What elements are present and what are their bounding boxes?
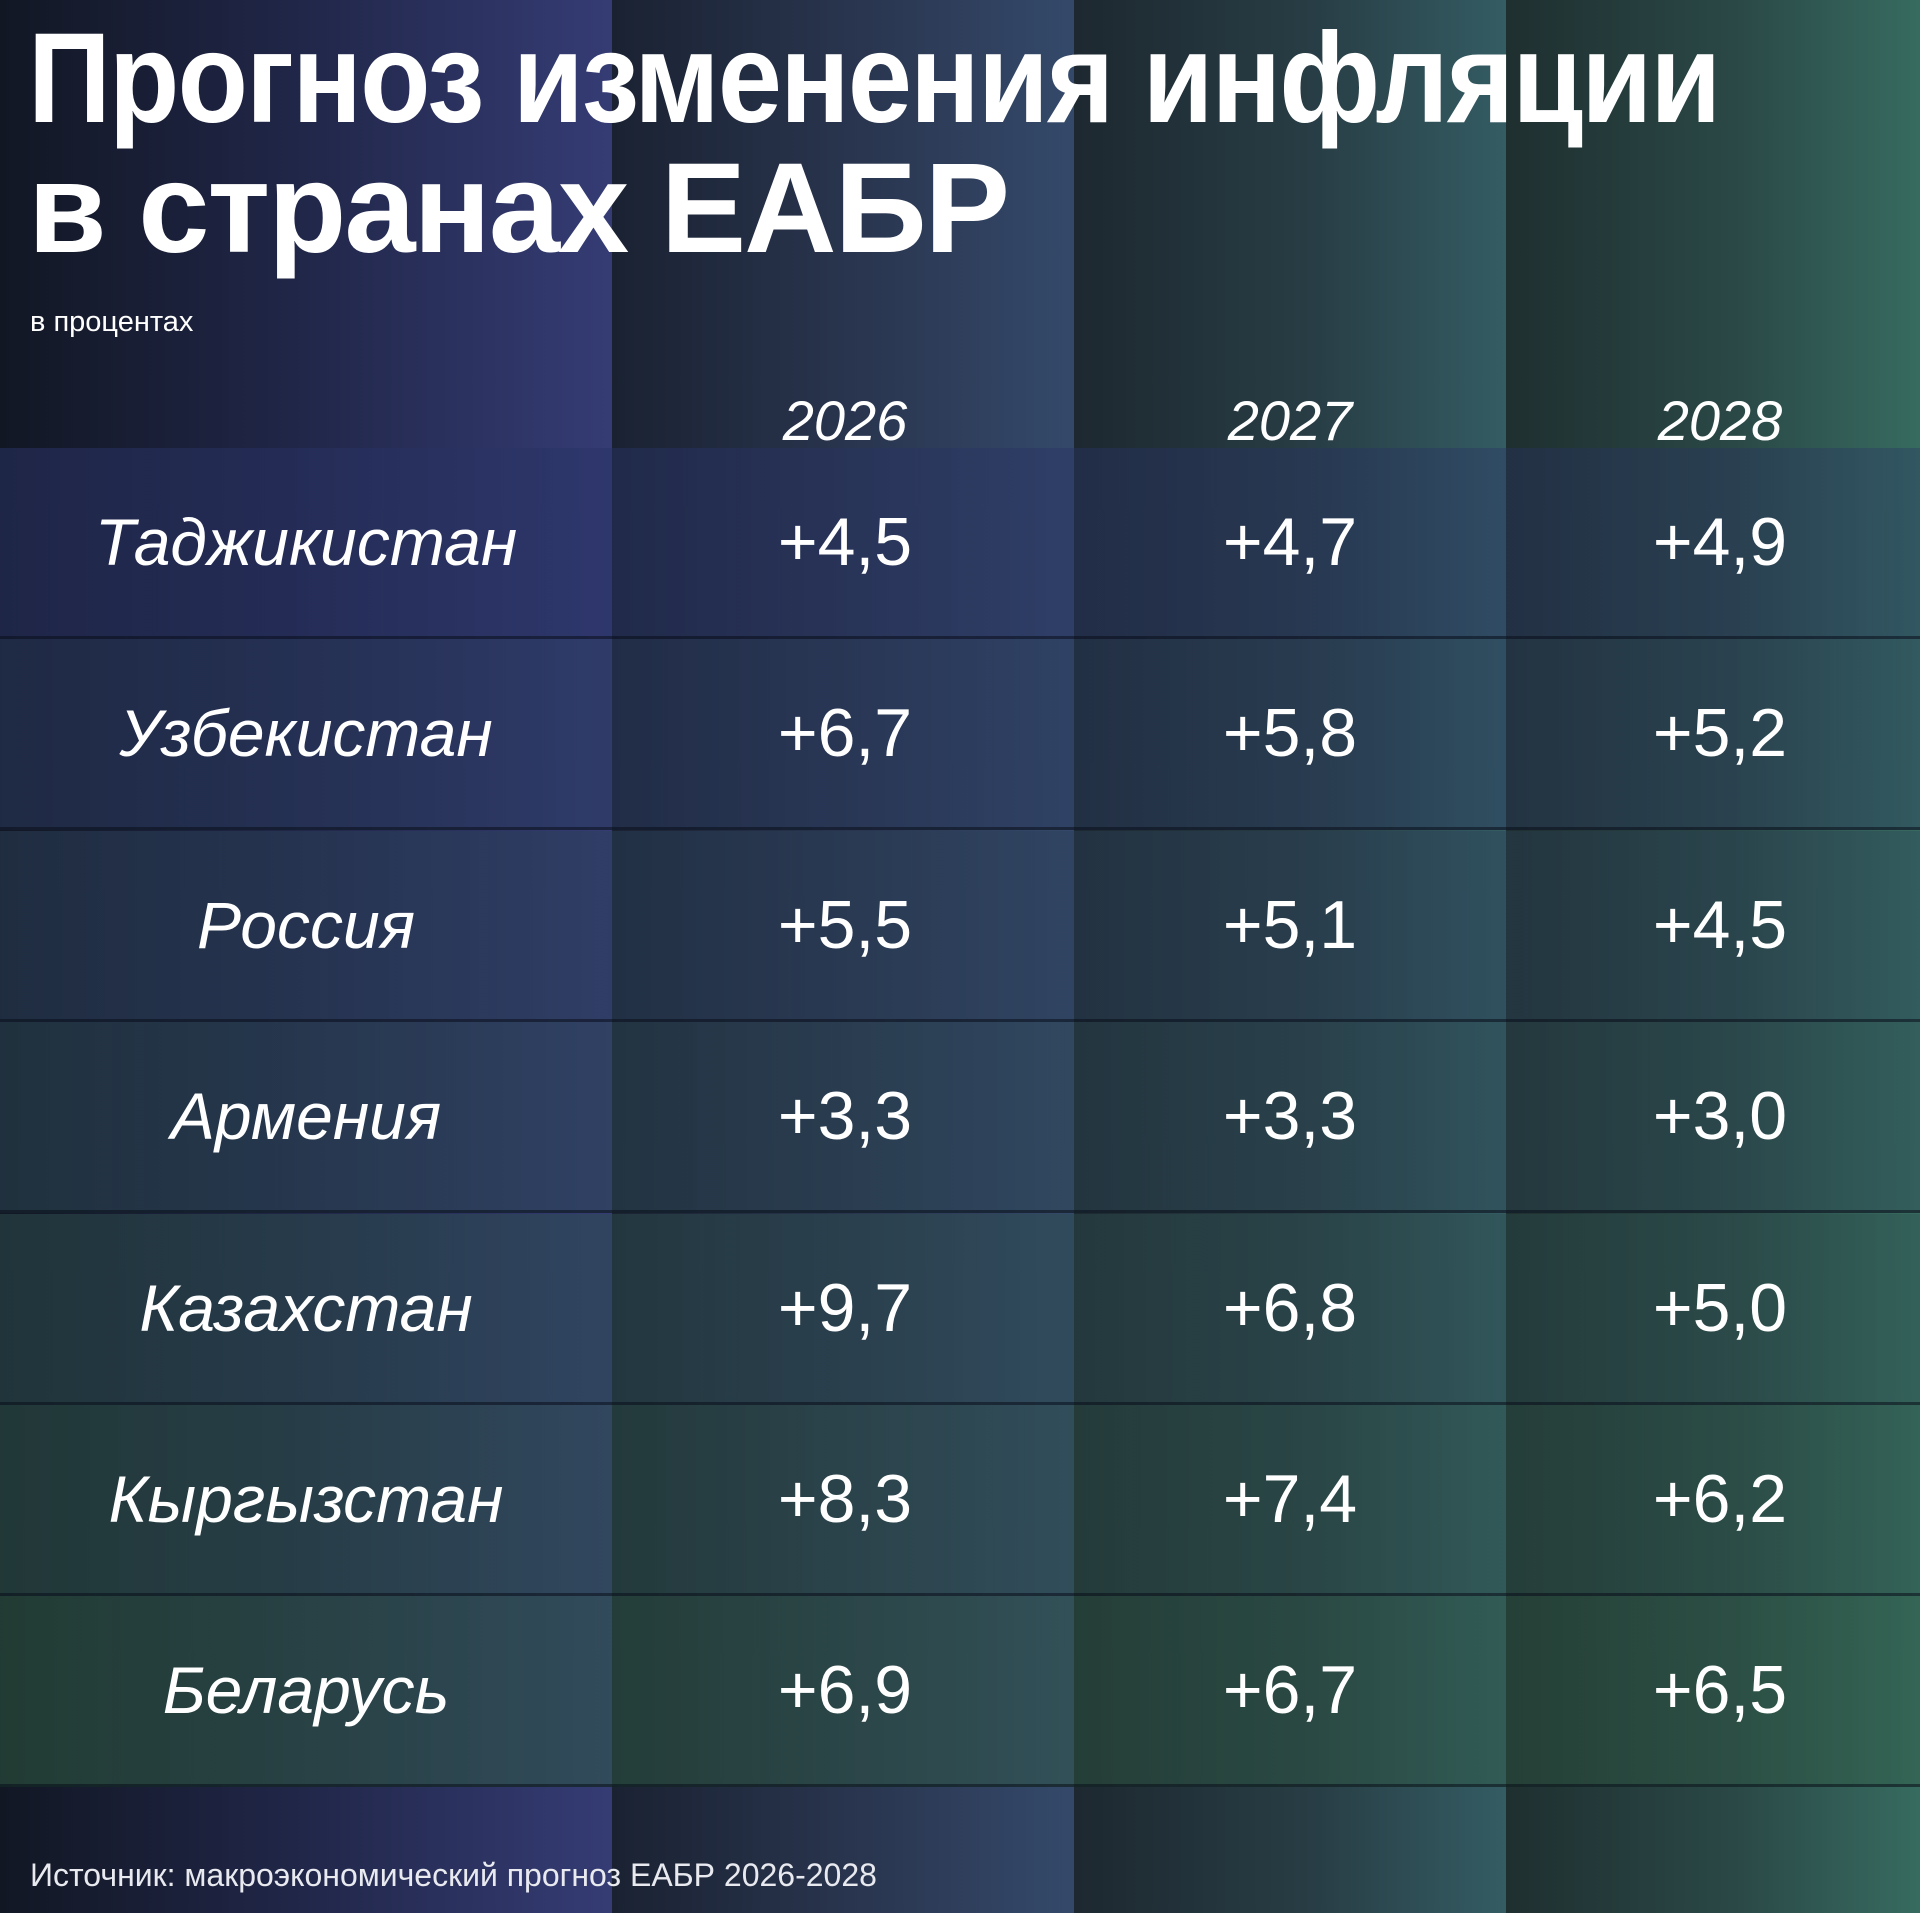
table-row: Беларусь +6,9 +6,7 +6,5 — [0, 1596, 1920, 1788]
value-cell-2026: +9,7 — [777, 1269, 913, 1346]
value-cell-2026: +3,3 — [777, 1078, 913, 1155]
value-cell-2027: +5,1 — [1222, 886, 1358, 963]
value-cell-2026: +4,5 — [777, 504, 913, 580]
value-cell-2027: +4,7 — [1222, 504, 1358, 580]
table-row: Узбекистан +6,7 +5,8 +5,2 — [0, 639, 1920, 831]
table-row: Армения +3,3 +3,3 +3,0 — [0, 1022, 1920, 1214]
country-label: Узбекистан — [119, 696, 493, 771]
title-line-1: Прогноз изменения инфляции — [28, 7, 1721, 150]
column-header-2026: 2026 — [782, 389, 908, 452]
subtitle: в процентах — [30, 306, 194, 338]
country-label: Беларусь — [162, 1653, 450, 1728]
value-cell-2026: +6,7 — [777, 695, 913, 772]
country-label: Таджикистан — [94, 505, 518, 579]
table-row: Россия +5,5 +5,1 +4,5 — [0, 830, 1920, 1022]
value-cell-2027: +5,8 — [1222, 695, 1358, 772]
table-row: Таджикистан +4,5 +4,7 +4,9 — [0, 448, 1920, 639]
source-note: Источник: макроэкономический прогноз ЕАБ… — [30, 1857, 877, 1893]
column-header-2028: 2028 — [1657, 389, 1783, 452]
country-label: Казахстан — [139, 1270, 473, 1345]
table-row: Кыргызстан +8,3 +7,4 +6,2 — [0, 1405, 1920, 1596]
column-header-2027: 2027 — [1227, 389, 1353, 452]
value-cell-2026: +5,5 — [777, 886, 913, 963]
value-cell-2027: +3,3 — [1222, 1078, 1358, 1155]
value-cell-2028: +6,5 — [1652, 1652, 1788, 1729]
table-row: Казахстан +9,7 +6,8 +5,0 — [0, 1213, 1920, 1405]
value-cell-2027: +6,7 — [1222, 1652, 1358, 1729]
value-cell-2028: +5,2 — [1652, 695, 1788, 772]
page-title: Прогноз изменения инфляции в странах ЕАБ… — [28, 14, 1907, 274]
country-label: Армения — [170, 1079, 442, 1154]
value-cell-2027: +6,8 — [1222, 1269, 1358, 1346]
value-cell-2028: +4,9 — [1652, 504, 1788, 580]
value-cell-2027: +7,4 — [1222, 1461, 1358, 1537]
value-cell-2028: +3,0 — [1652, 1078, 1788, 1155]
value-cell-2028: +5,0 — [1652, 1269, 1788, 1346]
value-cell-2026: +6,9 — [777, 1652, 913, 1729]
country-label: Кыргызстан — [108, 1462, 504, 1536]
country-label: Россия — [197, 887, 415, 962]
value-cell-2028: +4,5 — [1652, 886, 1788, 963]
title-line-2: в странах ЕАБР — [28, 137, 1010, 280]
value-cell-2026: +8,3 — [777, 1461, 913, 1537]
value-cell-2028: +6,2 — [1652, 1461, 1788, 1537]
